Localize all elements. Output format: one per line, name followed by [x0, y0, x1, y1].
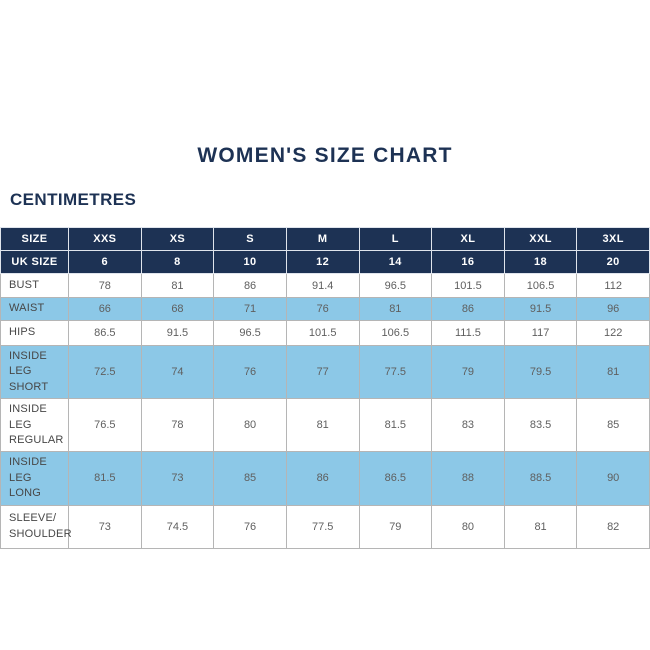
measurement-cell: 88	[431, 451, 505, 506]
measurement-cell: 101.5	[431, 273, 505, 298]
row-label-hips: HIPS	[0, 320, 69, 346]
row-label-inside-leg-regular: INSIDE LEG REGULAR	[0, 398, 69, 453]
measurement-cell: 86	[431, 297, 505, 321]
measurement-cell: 96	[576, 297, 650, 321]
measurement-cell: 85	[213, 451, 287, 506]
measurement-cell: 79	[358, 504, 433, 549]
measurement-cell: 81	[503, 504, 578, 549]
row-label-sleeve-shoulder: SLEEVE/ SHOULDER	[0, 504, 72, 549]
table-row-inside-leg-regular: INSIDE LEG REGULAR 76.5 78 80 81 81.5 83…	[0, 398, 650, 453]
size-col-m: M	[285, 227, 360, 251]
uk-size-label: UK SIZE	[0, 250, 69, 274]
table-body: BUST 78 81 86 91.4 96.5 101.5 106.5 112 …	[0, 273, 650, 549]
measurement-cell: 91.5	[140, 320, 215, 346]
measurement-cell: 73	[68, 504, 142, 549]
row-label-waist: WAIST	[0, 297, 69, 321]
measurement-cell: 82	[576, 504, 650, 549]
size-header-row: SIZE XXS XS S M L XL XXL 3XL	[0, 227, 650, 251]
measurement-cell: 76	[213, 344, 287, 400]
measurement-cell: 106.5	[358, 320, 433, 346]
measurement-cell: 81.5	[358, 398, 433, 453]
units-subtitle: CENTIMETRES	[10, 190, 137, 209]
measurement-cell: 76.5	[68, 398, 142, 453]
measurement-cell: 72.5	[68, 344, 142, 400]
measurement-cell: 91.5	[503, 297, 578, 321]
measurement-cell: 74	[140, 344, 215, 400]
measurement-cell: 66	[68, 297, 142, 321]
measurement-cell: 86.5	[68, 320, 142, 346]
page-title: WOMEN'S SIZE CHART	[197, 144, 453, 167]
size-col-s: S	[213, 227, 287, 251]
uk-size-cell: 6	[68, 250, 142, 274]
table-row-inside-leg-long: INSIDE LEG LONG 81.5 73 85 86 86.5 88 88…	[0, 451, 650, 506]
uk-size-cell: 14	[358, 250, 433, 274]
measurement-cell: 81.5	[68, 451, 142, 506]
measurement-cell: 76	[285, 297, 360, 321]
measurement-cell: 81	[358, 297, 433, 321]
measurement-cell: 86	[213, 273, 287, 298]
measurement-cell: 80	[213, 398, 287, 453]
measurement-cell: 77	[285, 344, 360, 400]
table-header: SIZE XXS XS S M L XL XXL 3XL UK SIZE 6 8…	[0, 227, 650, 274]
measurement-cell: 81	[140, 273, 215, 298]
measurement-cell: 90	[576, 451, 650, 506]
measurement-cell: 122	[576, 320, 650, 346]
table-row-bust: BUST 78 81 86 91.4 96.5 101.5 106.5 112	[0, 273, 650, 298]
table-row-inside-leg-short: INSIDE LEG SHORT 72.5 74 76 77 77.5 79 7…	[0, 344, 650, 400]
uk-size-cell: 16	[431, 250, 505, 274]
uk-size-cell: 20	[576, 250, 650, 274]
measurement-cell: 74.5	[140, 504, 215, 549]
size-col-xxl: XXL	[503, 227, 578, 251]
uk-size-cell: 18	[503, 250, 578, 274]
measurement-cell: 79	[431, 344, 505, 400]
measurement-cell: 68	[140, 297, 215, 321]
measurement-cell: 85	[576, 398, 650, 453]
measurement-cell: 101.5	[285, 320, 360, 346]
measurement-cell: 71	[213, 297, 287, 321]
measurement-cell: 77.5	[285, 504, 360, 549]
size-chart-table: SIZE XXS XS S M L XL XXL 3XL UK SIZE 6 8…	[0, 227, 650, 549]
measurement-cell: 86	[285, 451, 360, 506]
measurement-cell: 96.5	[213, 320, 287, 346]
measurement-cell: 111.5	[431, 320, 505, 346]
measurement-cell: 81	[576, 344, 650, 400]
uk-size-cell: 12	[285, 250, 360, 274]
size-header-cell: SIZE	[0, 227, 69, 251]
size-col-xxs: XXS	[68, 227, 142, 251]
uk-size-row: UK SIZE 6 8 10 12 14 16 18 20	[0, 250, 650, 274]
measurement-cell: 78	[68, 273, 142, 298]
measurement-cell: 117	[503, 320, 578, 346]
row-label-inside-leg-long: INSIDE LEG LONG	[0, 451, 69, 506]
measurement-cell: 83.5	[503, 398, 578, 453]
measurement-cell: 79.5	[503, 344, 578, 400]
row-label-inside-leg-short: INSIDE LEG SHORT	[0, 344, 69, 400]
size-col-3xl: 3XL	[576, 227, 650, 251]
measurement-cell: 106.5	[503, 273, 578, 298]
measurement-cell: 96.5	[358, 273, 433, 298]
row-label-bust: BUST	[0, 273, 69, 298]
measurement-cell: 76	[213, 504, 287, 549]
table-row-waist: WAIST 66 68 71 76 81 86 91.5 96	[0, 297, 650, 321]
table-row-sleeve-shoulder: SLEEVE/ SHOULDER 73 74.5 76 77.5 79 80 8…	[0, 504, 650, 549]
measurement-cell: 83	[431, 398, 505, 453]
uk-size-cell: 10	[213, 250, 287, 274]
measurement-cell: 77.5	[358, 344, 433, 400]
measurement-cell: 80	[431, 504, 505, 549]
measurement-cell: 73	[140, 451, 215, 506]
measurement-cell: 112	[576, 273, 650, 298]
size-col-xs: XS	[140, 227, 215, 251]
table-row-hips: HIPS 86.5 91.5 96.5 101.5 106.5 111.5 11…	[0, 320, 650, 346]
measurement-cell: 91.4	[285, 273, 360, 298]
measurement-cell: 78	[140, 398, 215, 453]
measurement-cell: 86.5	[358, 451, 433, 506]
size-col-xl: XL	[431, 227, 505, 251]
size-col-l: L	[358, 227, 433, 251]
measurement-cell: 88.5	[503, 451, 578, 506]
uk-size-cell: 8	[140, 250, 215, 274]
measurement-cell: 81	[285, 398, 360, 453]
